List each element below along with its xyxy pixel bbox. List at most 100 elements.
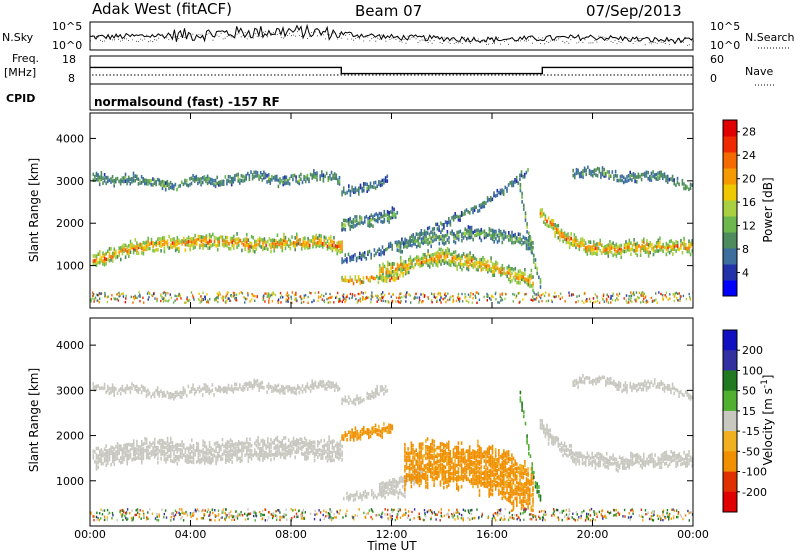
range-cell <box>233 452 235 457</box>
range-cell <box>207 299 209 302</box>
range-cell <box>140 175 143 179</box>
range-cell <box>113 183 115 188</box>
range-cell <box>609 240 611 244</box>
range-cell <box>457 467 460 471</box>
range-cell <box>291 450 293 455</box>
range-cell <box>245 177 247 181</box>
range-cell <box>662 249 664 253</box>
range-cell <box>126 386 128 391</box>
range-cell <box>603 172 605 176</box>
range-cell <box>364 182 367 186</box>
range-cell <box>399 488 401 493</box>
range-cell <box>585 168 587 173</box>
range-cell <box>412 451 414 456</box>
range-cell <box>594 293 597 296</box>
range-cell <box>506 450 508 454</box>
range-cell <box>507 481 510 486</box>
range-cell <box>174 447 177 451</box>
range-cell <box>163 180 165 184</box>
range-cell <box>522 465 525 469</box>
range-cell <box>338 387 341 391</box>
range-cell <box>144 386 146 390</box>
range-cell <box>519 467 521 471</box>
range-cell <box>328 453 330 457</box>
range-cell <box>551 222 553 226</box>
range-cell <box>410 466 413 471</box>
range-cell <box>157 440 159 445</box>
range-cell <box>418 301 420 304</box>
range-cell <box>465 474 468 479</box>
range-cell <box>299 295 301 299</box>
range-cell <box>596 252 598 256</box>
range-cell <box>162 439 164 443</box>
range-cell <box>168 395 170 400</box>
range-cell <box>256 171 259 175</box>
range-cell <box>173 452 175 456</box>
range-cell <box>519 236 521 241</box>
range-cell <box>423 229 426 233</box>
range-cell <box>254 441 256 446</box>
range-cell <box>472 254 475 258</box>
range-cell <box>420 481 422 485</box>
range-cell <box>390 480 392 485</box>
range-cell <box>172 301 175 304</box>
range-cell <box>386 212 389 217</box>
range-cell <box>446 477 448 482</box>
range-cell <box>191 438 193 442</box>
range-cell <box>342 278 345 282</box>
range-cell <box>384 276 386 280</box>
range-cell <box>99 252 101 257</box>
range-cell <box>496 483 499 488</box>
range-cell <box>121 248 124 252</box>
range-cell <box>446 484 448 489</box>
range-cell <box>258 385 260 390</box>
range-cell <box>354 190 357 194</box>
range-cell <box>287 444 290 449</box>
range-cell <box>304 456 306 461</box>
range-cell <box>421 300 423 304</box>
range-cell <box>94 254 96 258</box>
range-cell <box>368 432 370 436</box>
range-cell <box>399 246 402 250</box>
range-cell <box>417 480 419 485</box>
range-cell <box>96 293 99 297</box>
range-cell <box>347 218 350 222</box>
range-cell <box>494 487 497 491</box>
range-cell <box>268 243 271 247</box>
range-cell <box>323 438 326 443</box>
range-cell <box>173 397 175 401</box>
range-cell <box>163 246 166 250</box>
range-cell <box>278 452 280 456</box>
range-cell <box>456 236 458 240</box>
range-cell <box>410 441 413 445</box>
range-cell <box>524 268 526 272</box>
range-cell <box>113 447 116 451</box>
range-cell <box>507 492 510 496</box>
range-cell <box>139 452 141 456</box>
range-cell <box>456 455 458 459</box>
range-cell <box>105 451 107 456</box>
range-cell <box>424 260 426 264</box>
range-cell <box>380 299 383 302</box>
range-cell <box>279 180 281 185</box>
range-cell <box>423 453 426 458</box>
range-cell <box>256 295 258 298</box>
range-cell <box>489 297 491 300</box>
range-cell <box>478 459 481 464</box>
range-cell <box>684 186 687 191</box>
range-cell <box>467 229 470 233</box>
range-cell <box>216 388 218 393</box>
range-cell <box>601 243 603 248</box>
range-cell <box>260 453 263 458</box>
range-cell <box>639 249 642 253</box>
range-cell <box>239 238 242 243</box>
range-cell <box>555 224 558 228</box>
range-cell <box>496 261 499 266</box>
range-cell <box>578 172 581 176</box>
range-cell <box>390 484 392 489</box>
range-cell <box>520 482 523 487</box>
range-cell <box>573 239 576 244</box>
range-cell <box>422 232 424 236</box>
range-cell <box>215 236 217 241</box>
range-cell <box>633 249 635 253</box>
